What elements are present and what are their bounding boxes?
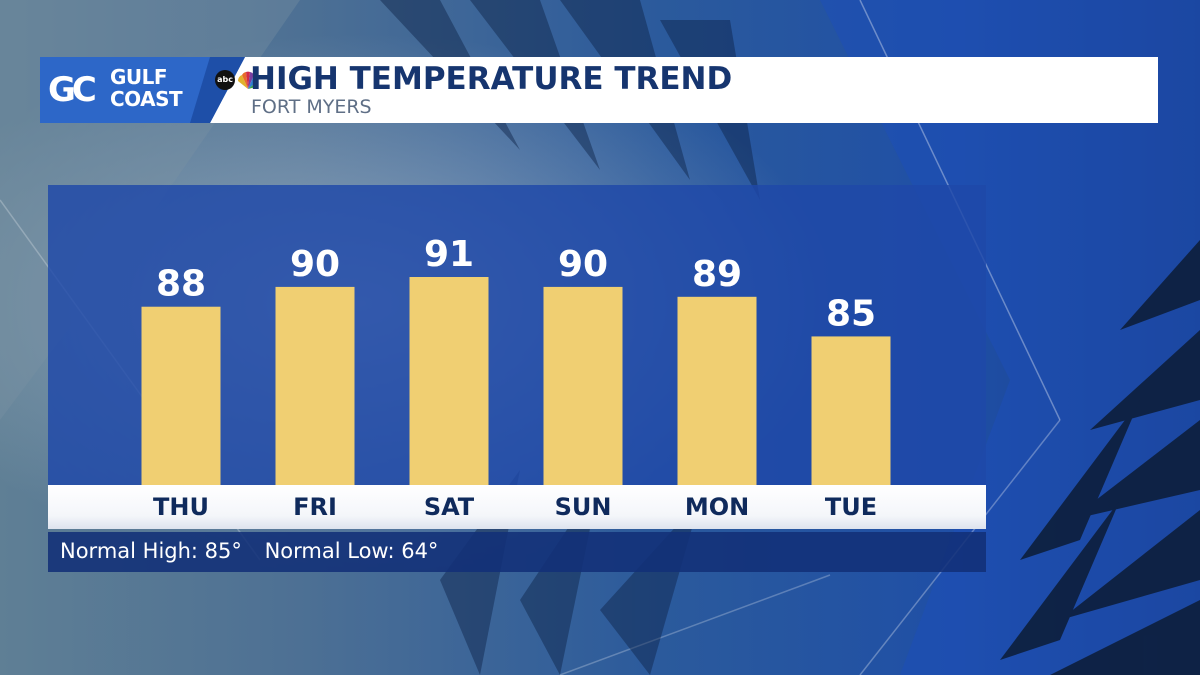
day-label-fri: FRI <box>293 493 337 521</box>
logo-line2: COAST <box>110 87 183 111</box>
day-label-sat: SAT <box>424 493 475 521</box>
normal-high-label: Normal High: 85° <box>60 539 242 563</box>
bar-sun <box>543 286 623 485</box>
bar-value-thu: 88 <box>156 264 206 305</box>
nbc-peacock-icon <box>237 71 259 89</box>
bar-sat <box>409 277 489 485</box>
day-label-mon: MON <box>685 493 749 521</box>
header-bar: GC GULF COAST abc HIGH TEMPERATURE TREND… <box>40 57 1158 123</box>
bar-value-fri: 90 <box>290 244 340 285</box>
normals-bar: Normal High: 85° Normal Low: 64° <box>48 532 986 572</box>
normals-text: Normal High: 85° Normal Low: 64° <box>60 539 454 563</box>
abc-network-logo: abc <box>215 70 235 90</box>
bar-mon <box>677 296 757 485</box>
chart-subtitle: FORT MYERS <box>251 96 372 118</box>
logo-line1: GULF <box>110 65 168 89</box>
bar-tue <box>811 336 891 485</box>
day-label-thu: THU <box>153 493 209 521</box>
bar-thu <box>141 306 221 485</box>
day-label-sun: SUN <box>555 493 612 521</box>
chart-title: HIGH TEMPERATURE TREND <box>250 61 733 97</box>
bar-value-sun: 90 <box>558 244 608 285</box>
bar-fri <box>275 286 355 485</box>
logo-mark: GC <box>48 70 97 110</box>
day-label-strip <box>48 485 986 529</box>
bar-value-sat: 91 <box>424 234 474 275</box>
normal-low-label: Normal Low: 64° <box>264 539 439 563</box>
bar-value-mon: 89 <box>692 254 742 295</box>
bar-value-tue: 85 <box>826 293 876 334</box>
day-label-tue: TUE <box>825 493 877 521</box>
logo-wordmark: GULF COAST <box>110 65 183 111</box>
